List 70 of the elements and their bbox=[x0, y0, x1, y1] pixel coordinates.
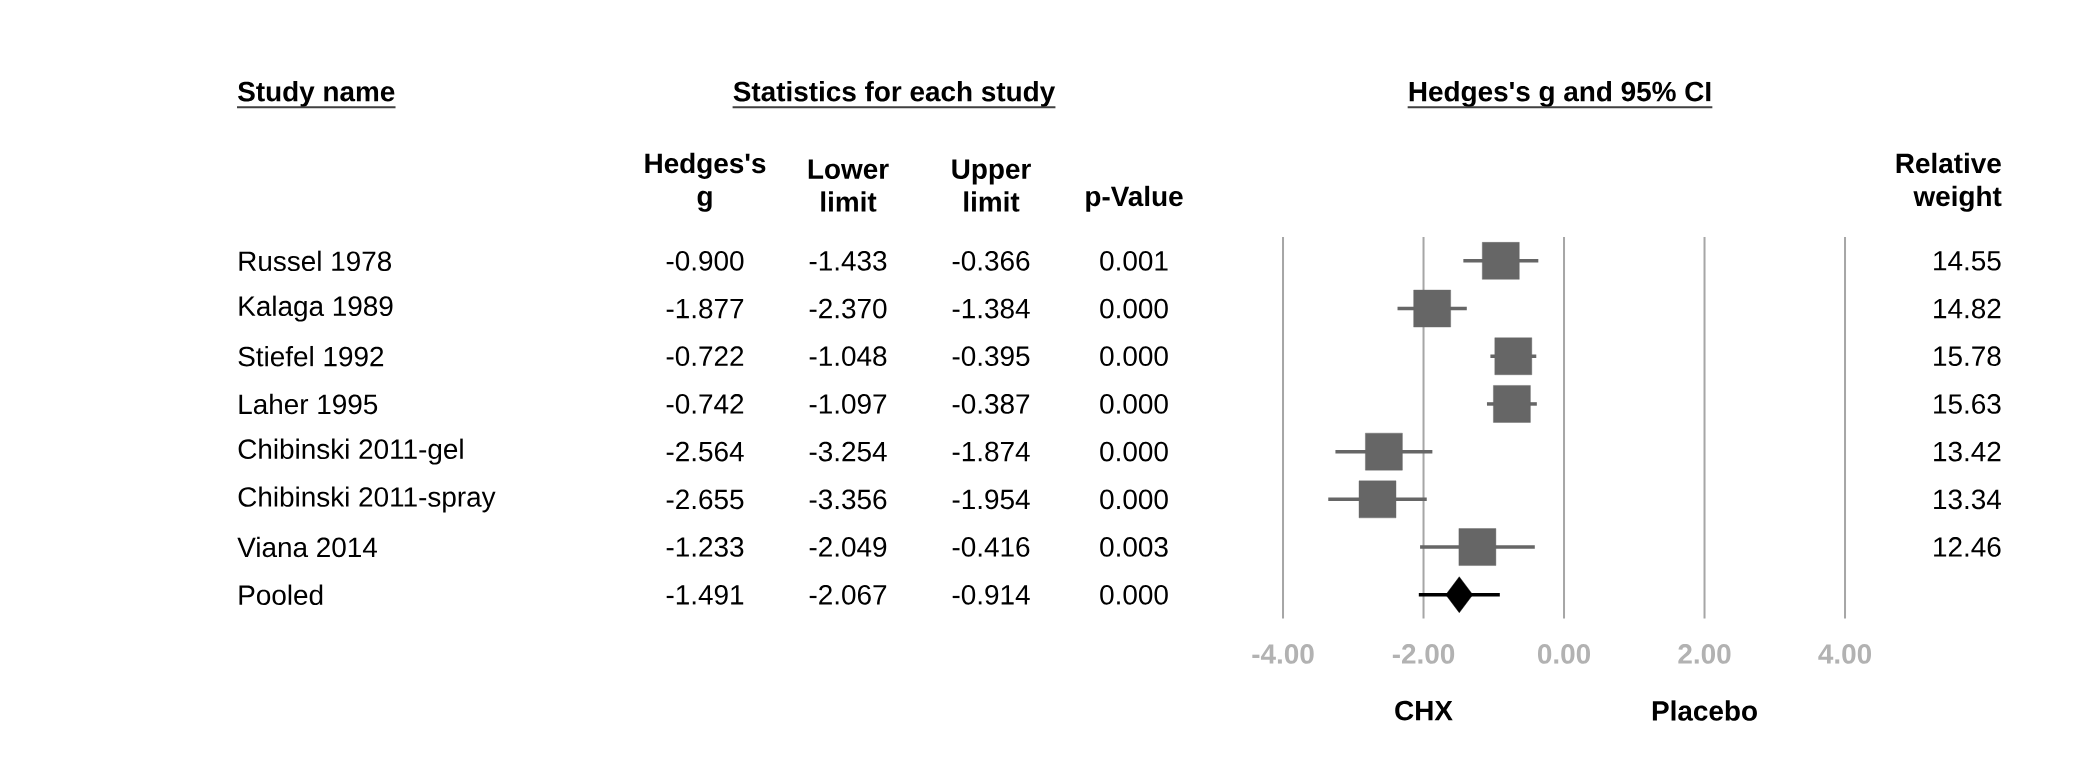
text: -2.655 bbox=[666, 489, 744, 510]
text: 0.001 bbox=[1100, 251, 1168, 271]
x-tick-label: 0.00 bbox=[1537, 644, 1591, 664]
text: Statistics for each study bbox=[733, 81, 1056, 107]
category-label: Laher 1995 bbox=[239, 393, 378, 415]
text: -3.356 bbox=[809, 489, 887, 510]
text: 13.42 bbox=[1934, 441, 2001, 462]
text: -1.491 bbox=[666, 584, 744, 605]
text: -1.097 bbox=[809, 394, 887, 414]
text: 0.003 bbox=[1100, 537, 1168, 557]
text: 15.63 bbox=[1934, 394, 2001, 414]
text: 0.000 bbox=[1100, 394, 1168, 414]
text: 12.46 bbox=[1934, 537, 2001, 557]
text: -1.048 bbox=[809, 346, 887, 367]
text: 0.000 bbox=[1100, 441, 1168, 462]
category-label: Stiefel 1992 bbox=[238, 345, 384, 367]
text: 15.78 bbox=[1934, 346, 2001, 367]
text: -2.049 bbox=[809, 537, 887, 557]
text: -2.067 bbox=[809, 584, 887, 605]
text: Study name bbox=[238, 81, 395, 107]
point bbox=[1493, 385, 1531, 423]
text: CHX bbox=[1395, 700, 1453, 721]
x-tick-label: -2.00 bbox=[1392, 644, 1455, 664]
point bbox=[1365, 432, 1403, 471]
category-label: Upper limit bbox=[952, 159, 1031, 212]
text: -1.874 bbox=[952, 441, 1030, 462]
point bbox=[1458, 528, 1497, 566]
category-label: Kalaga 1989 bbox=[239, 295, 393, 322]
text: 0.000 bbox=[1100, 298, 1168, 319]
category-label: Pooled bbox=[239, 584, 323, 606]
x-tick-label: -4.00 bbox=[1252, 644, 1314, 664]
text: -1.384 bbox=[952, 298, 1030, 319]
text: -3.254 bbox=[809, 441, 887, 462]
text: -1.877 bbox=[666, 298, 744, 319]
text: -0.416 bbox=[952, 537, 1030, 557]
text: 0.000 bbox=[1100, 346, 1168, 367]
text: 14.82 bbox=[1934, 298, 2001, 319]
text: -0.387 bbox=[952, 394, 1030, 414]
text: -0.914 bbox=[952, 584, 1030, 605]
text: -0.742 bbox=[666, 394, 744, 414]
text: -1.433 bbox=[809, 251, 887, 271]
point bbox=[1494, 337, 1532, 375]
point bbox=[1482, 242, 1520, 280]
x-tick-label: 2.00 bbox=[1678, 644, 1731, 664]
text: 0.000 bbox=[1100, 489, 1168, 510]
text: -1.954 bbox=[952, 489, 1030, 510]
category-label: Lower limit bbox=[808, 159, 889, 212]
x-tick-label: 4.00 bbox=[1818, 644, 1872, 664]
text: 0.000 bbox=[1100, 584, 1168, 605]
chart-title: Hedges's g and 95% CI bbox=[1409, 80, 1711, 108]
text: -2.564 bbox=[666, 441, 744, 462]
category-label: p-Value bbox=[1086, 185, 1183, 212]
text: -0.366 bbox=[952, 251, 1030, 271]
text: -1.233 bbox=[666, 537, 744, 557]
text: -2.370 bbox=[809, 298, 887, 319]
point bbox=[1358, 480, 1397, 519]
text: -0.722 bbox=[666, 346, 744, 367]
category-label: Viana 2014 bbox=[237, 536, 377, 558]
text: Placebo bbox=[1652, 700, 1757, 721]
text: 13.34 bbox=[1934, 489, 2001, 510]
text: -0.395 bbox=[952, 346, 1030, 367]
point bbox=[1413, 289, 1451, 328]
category-label: Chibinski 2011-gel bbox=[238, 438, 463, 465]
point bbox=[1445, 576, 1473, 613]
category-label: Hedges's g bbox=[645, 152, 766, 212]
category-label: Russel 1978 bbox=[239, 250, 392, 272]
category-label: Chibinski 2011-spray bbox=[238, 486, 496, 513]
text: Relative weight bbox=[1896, 152, 2002, 212]
text: -0.900 bbox=[666, 251, 744, 271]
text: 14.55 bbox=[1934, 251, 2001, 271]
